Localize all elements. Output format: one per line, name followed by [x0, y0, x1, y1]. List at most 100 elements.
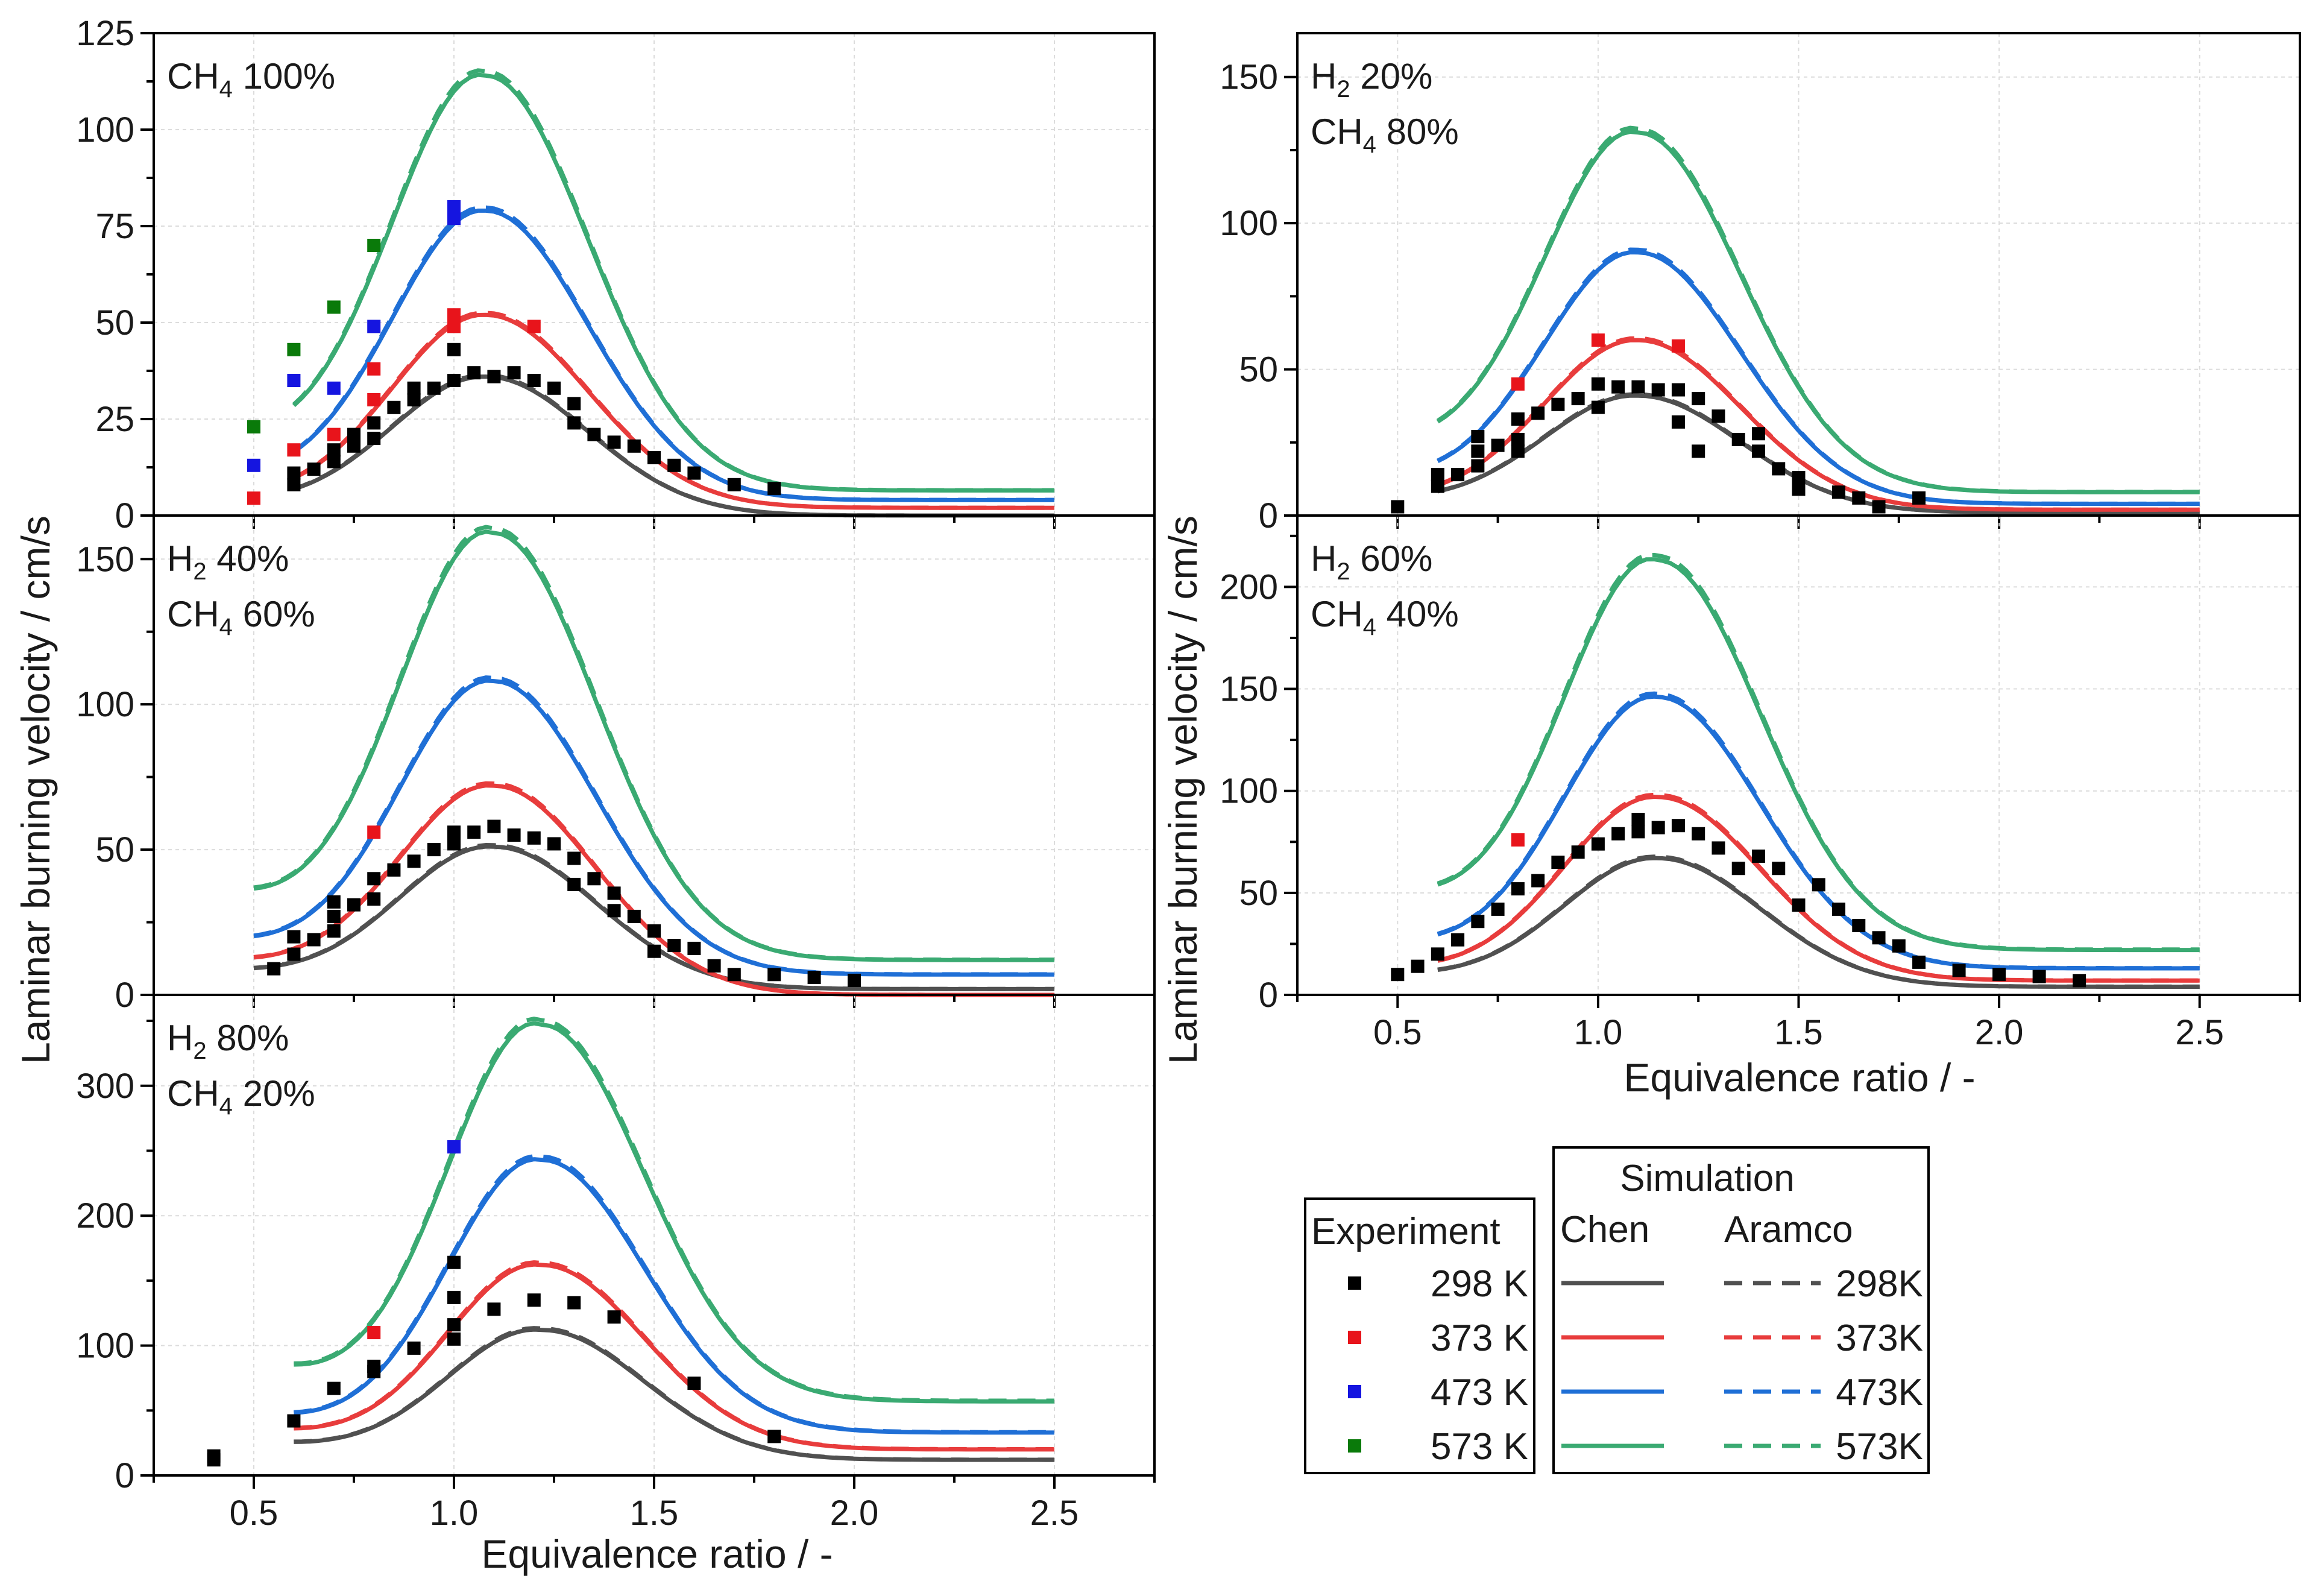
- exp-point-298k: [1712, 409, 1725, 423]
- exp-point-298k: [267, 962, 281, 976]
- exp-point-298k: [407, 1341, 421, 1355]
- exp-point-298k: [1551, 856, 1565, 869]
- panel-label-line: CH4 100%: [167, 56, 335, 103]
- legend-chen-label: Chen: [1560, 1209, 1649, 1251]
- exp-point-298k: [447, 374, 461, 387]
- xlabel-left: Equivalence ratio / -: [481, 1532, 833, 1576]
- exp-point-573k: [367, 239, 381, 252]
- exp-point-298k: [547, 381, 561, 395]
- exp-point-298k: [1511, 444, 1525, 458]
- exp-point-298k: [2073, 974, 2086, 988]
- exp-point-298k: [207, 1449, 221, 1463]
- exp-point-298k: [1692, 392, 1705, 406]
- exp-point-298k: [727, 478, 741, 491]
- panel-h2_20: 0 50 100 150 H2 20% CH4 80%: [1220, 32, 2301, 535]
- exp-point-573k: [247, 420, 260, 434]
- exp-point-298k: [1792, 470, 1806, 484]
- exp-point-373k: [367, 393, 381, 406]
- exp-point-373k: [327, 427, 341, 441]
- exp-point-298k: [1731, 432, 1745, 446]
- x-tick-label: 1.5: [1774, 1013, 1823, 1052]
- exp-point-298k: [1631, 825, 1645, 839]
- exp-point-298k: [567, 397, 581, 411]
- exp-point-373k: [1511, 833, 1525, 847]
- exp-point-298k: [1591, 837, 1605, 851]
- legend-simulation-title: Simulation: [1620, 1158, 1794, 1199]
- exp-point-298k: [547, 837, 561, 851]
- y-tick-label: 150: [76, 540, 134, 579]
- exp-point-298k: [687, 941, 701, 955]
- exp-point-298k: [467, 366, 481, 380]
- exp-point-298k: [347, 427, 361, 441]
- exp-point-298k: [667, 458, 681, 472]
- exp-point-298k: [487, 370, 501, 383]
- exp-point-298k: [1832, 485, 1846, 499]
- x-tick-label: 2.5: [1030, 1494, 1079, 1533]
- exp-point-473k: [327, 381, 341, 395]
- exp-point-298k: [727, 968, 741, 982]
- x-tick-label: 2.0: [1975, 1013, 2024, 1052]
- exp-point-298k: [367, 432, 381, 445]
- legend-simulation-box: [1552, 1146, 1930, 1474]
- exp-point-298k: [1731, 862, 1745, 875]
- series-aramco-573k: [292, 68, 1054, 493]
- exp-point-298k: [687, 1377, 701, 1390]
- exp-point-298k: [1852, 491, 1866, 505]
- y-tick-label: 300: [76, 1067, 134, 1106]
- y-tick-label: 50: [1239, 874, 1278, 913]
- exp-point-298k: [1992, 968, 2006, 982]
- exp-point-373k: [247, 491, 260, 505]
- exp-point-298k: [587, 872, 601, 886]
- legend-exp-label: 373 K: [1431, 1317, 1528, 1359]
- exp-point-298k: [407, 854, 421, 868]
- exp-point-298k: [567, 1296, 581, 1310]
- exp-point-298k: [487, 819, 501, 833]
- x-tick-label: 2.5: [2175, 1013, 2224, 1052]
- y-tick-label: 75: [95, 207, 134, 246]
- exp-point-298k: [1912, 955, 1926, 969]
- legend-experiment: Experiment 298 K 373 K 473 K 573 K: [1304, 1197, 1535, 1474]
- series-aramco-373k: [1437, 792, 2200, 983]
- exp-point-298k: [647, 924, 661, 938]
- exp-point-298k: [1471, 430, 1485, 444]
- x-tick-label: 0.5: [230, 1494, 279, 1533]
- exp-point-298k: [1611, 827, 1625, 841]
- x-tick-label: 1.5: [630, 1494, 679, 1533]
- exp-point-298k: [848, 973, 861, 987]
- exp-point-298k: [1471, 444, 1485, 458]
- panels: 0 25 50 75 100 125 CH4 100% 0 50 100 150 H2 20% CH4 …: [76, 14, 2301, 1533]
- exp-point-298k: [567, 416, 581, 430]
- exp-point-298k: [447, 1290, 461, 1304]
- exp-point-298k: [1571, 392, 1585, 406]
- exp-point-298k: [1751, 444, 1765, 458]
- exp-point-298k: [1631, 380, 1645, 394]
- series-aramco-373k: [292, 311, 1054, 510]
- exp-point-298k: [1511, 412, 1525, 426]
- exp-point-298k: [1431, 947, 1444, 961]
- y-tick-label: 0: [115, 1456, 134, 1495]
- legend-exp-marker: [1348, 1331, 1361, 1344]
- shared-ylabel-right: Laminar burning velocity / cm/s: [1160, 516, 1205, 1064]
- xlabel-right: Equivalence ratio / -: [1623, 1055, 1975, 1100]
- exp-point-298k: [307, 933, 321, 947]
- y-tick-label: 100: [76, 685, 134, 724]
- exp-point-298k: [1952, 964, 1966, 977]
- exp-point-298k: [387, 400, 401, 414]
- exp-point-298k: [1892, 939, 1906, 953]
- exp-point-298k: [1391, 968, 1405, 982]
- exp-point-298k: [1551, 397, 1565, 411]
- exp-point-298k: [607, 904, 621, 918]
- exp-point-298k: [567, 877, 581, 891]
- exp-point-298k: [1751, 849, 1765, 863]
- x-tick-label: 2.0: [830, 1494, 879, 1533]
- exp-point-298k: [387, 863, 401, 877]
- series-chen-473k: [292, 208, 1054, 502]
- panel-label-line: H2 60%: [1311, 538, 1432, 585]
- exp-point-298k: [1411, 959, 1425, 973]
- legend-experiment-box: [1304, 1197, 1535, 1474]
- exp-point-298k: [1651, 383, 1665, 397]
- exp-point-298k: [1511, 432, 1525, 446]
- shared-ylabel-left: Laminar burning velocity / cm/s: [13, 516, 58, 1064]
- exp-point-298k: [327, 895, 341, 909]
- exp-point-298k: [327, 455, 341, 468]
